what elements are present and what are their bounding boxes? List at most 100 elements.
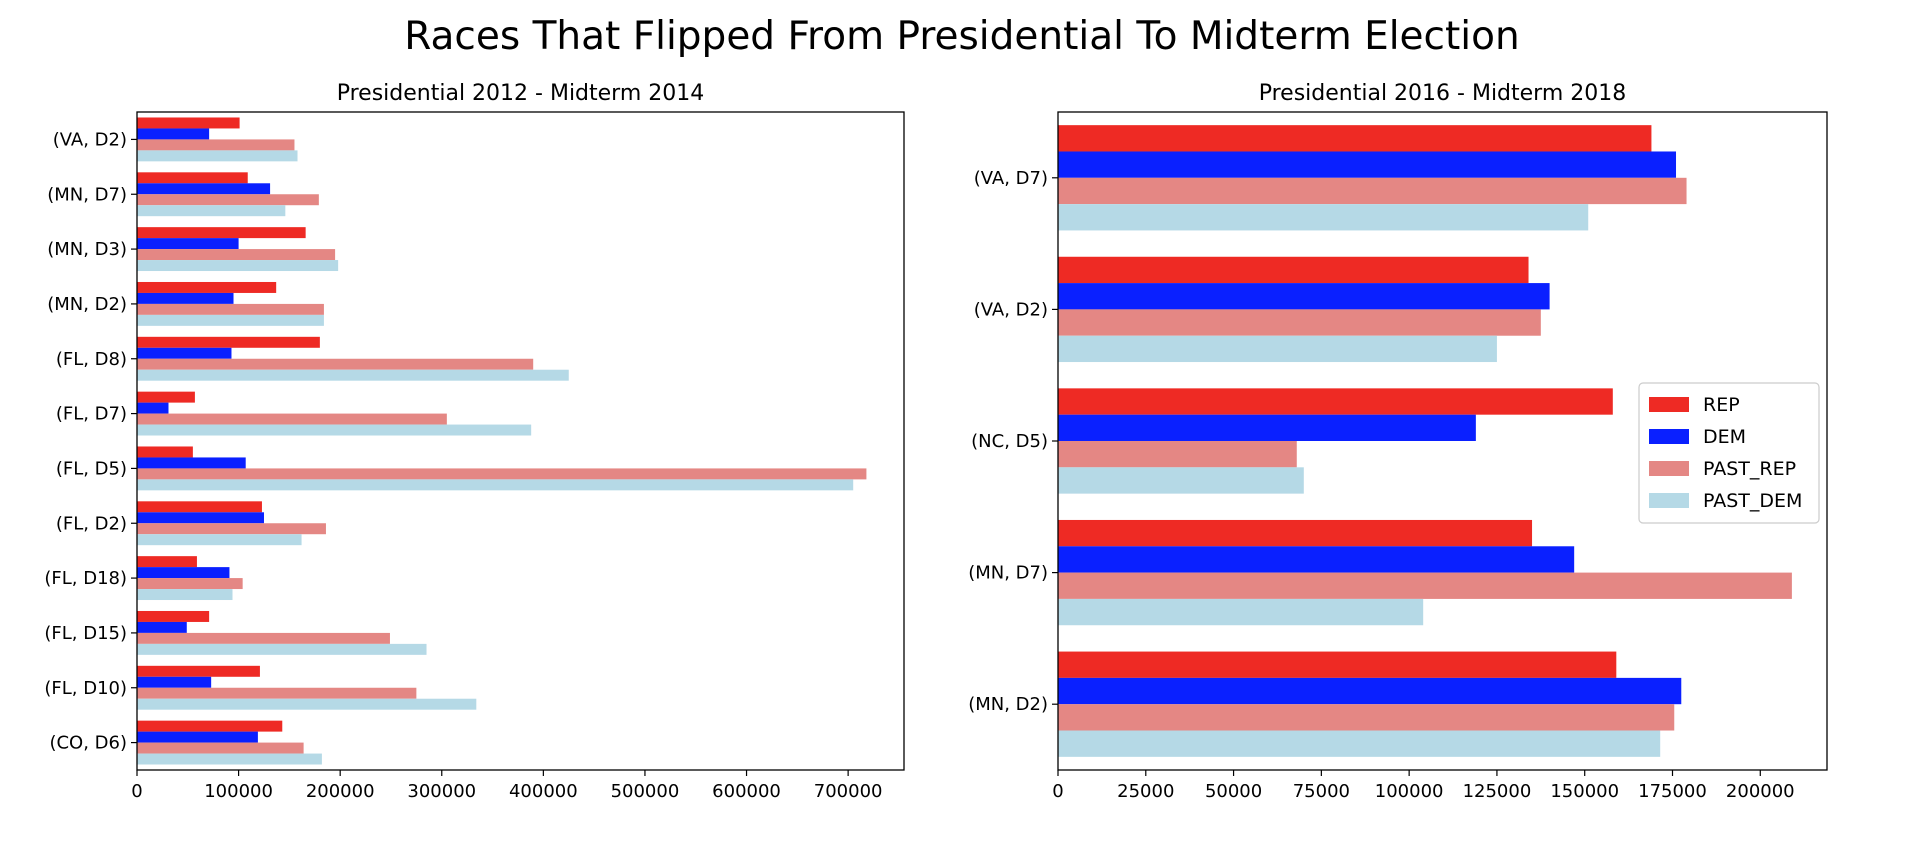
bar-past_rep-va-d2 (1058, 309, 1541, 336)
bar-dem-va-d2 (137, 128, 210, 140)
legend-label-past_rep: PAST_REP (1703, 458, 1796, 480)
bar-past_dem-mn-d7 (1058, 598, 1424, 626)
bar-past_dem-fl-d18 (137, 589, 233, 601)
bar-rep-fl-d15 (137, 610, 210, 622)
bar-past_rep-mn-d3 (137, 249, 336, 261)
x-tick-label: 500000 (611, 781, 680, 802)
bar-past_rep-va-d7 (1058, 177, 1687, 205)
y-tick-label: (FL, D18) (44, 568, 127, 589)
legend-label-past_dem: PAST_DEM (1703, 490, 1802, 512)
bar-rep-fl-d7 (137, 391, 195, 403)
bar-rep-nc-d5 (1058, 388, 1613, 415)
bar-dem-mn-d7 (1058, 546, 1575, 573)
bar-past_dem-mn-d2 (1058, 730, 1661, 757)
bar-past_rep-fl-d2 (137, 523, 326, 535)
bar-past_rep-fl-d15 (137, 632, 390, 644)
legend-swatch-dem (1649, 429, 1689, 444)
y-tick-label: (FL, D2) (56, 513, 127, 534)
y-tick-label: (FL, D10) (44, 678, 127, 699)
chart-1-frame (136, 111, 905, 771)
y-tick-label: (VA, D7) (974, 168, 1048, 189)
y-tick-label: (MN, D7) (968, 563, 1048, 584)
bar-dem-fl-d15 (137, 621, 187, 633)
bar-past_rep-mn-d7 (1058, 572, 1792, 599)
bar-past_dem-fl-d8 (137, 369, 569, 381)
chart-2-frame (1057, 111, 1828, 771)
bar-rep-va-d2 (1058, 256, 1529, 284)
bar-dem-fl-d7 (137, 402, 169, 414)
bar-past_rep-co-d6 (137, 742, 304, 754)
bar-dem-nc-d5 (1058, 414, 1476, 441)
bar-rep-mn-d7 (1058, 519, 1533, 547)
x-tick-label: 175000 (1638, 781, 1707, 802)
bar-past_dem-co-d6 (137, 753, 322, 765)
legend-swatch-past_rep (1649, 461, 1689, 476)
x-tick-label: 0 (131, 781, 142, 802)
x-tick-label: 25000 (1117, 781, 1174, 802)
y-tick-label: (FL, D15) (44, 623, 127, 644)
bar-past_rep-va-d2 (137, 139, 295, 151)
bar-dem-co-d6 (137, 731, 258, 743)
y-tick-label: (MN, D3) (47, 239, 127, 260)
x-tick-label: 0 (1052, 781, 1063, 802)
bar-rep-fl-d5 (137, 446, 193, 458)
x-tick-label: 75000 (1293, 781, 1350, 802)
x-tick-label: 150000 (1550, 781, 1619, 802)
x-tick-label: 100000 (1375, 781, 1444, 802)
bar-rep-fl-d10 (137, 665, 260, 677)
bar-past_dem-fl-d15 (137, 643, 427, 655)
x-tick-label: 200000 (306, 781, 375, 802)
y-tick-label: (VA, D2) (53, 129, 127, 150)
legend-label-rep: REP (1703, 394, 1740, 416)
bar-rep-fl-d8 (137, 336, 320, 348)
x-tick-label: 100000 (204, 781, 273, 802)
bar-past_rep-mn-d2 (1058, 704, 1675, 731)
bar-past_dem-mn-d7 (137, 205, 286, 217)
legend-label-dem: DEM (1703, 426, 1746, 448)
legend-swatch-rep (1649, 397, 1689, 412)
bar-rep-va-d7 (1058, 125, 1652, 152)
y-tick-label: (MN, D2) (47, 294, 127, 315)
y-tick-label: (MN, D2) (968, 694, 1048, 715)
bar-dem-fl-d10 (137, 676, 212, 688)
bar-past_dem-fl-d10 (137, 698, 477, 710)
y-tick-label: (CO, D6) (49, 733, 127, 754)
bar-past_rep-fl-d18 (137, 578, 243, 590)
x-tick-label: 600000 (712, 781, 781, 802)
bar-past_rep-fl-d8 (137, 358, 534, 370)
y-tick-label: (MN, D7) (47, 184, 127, 205)
bar-past_dem-fl-d2 (137, 534, 302, 546)
bar-past_rep-fl-d7 (137, 413, 447, 425)
bar-rep-co-d6 (137, 720, 283, 732)
bar-dem-mn-d7 (137, 183, 271, 195)
bar-past_dem-va-d2 (137, 150, 298, 162)
bar-past_dem-fl-d5 (137, 479, 854, 491)
bar-rep-fl-d18 (137, 556, 197, 568)
bar-dem-mn-d2 (1058, 677, 1682, 705)
y-tick-label: (NC, D5) (971, 431, 1048, 452)
bar-past_dem-fl-d7 (137, 424, 532, 436)
bar-past_rep-nc-d5 (1058, 441, 1297, 468)
bar-dem-mn-d2 (137, 292, 234, 304)
bar-past_dem-nc-d5 (1058, 467, 1304, 494)
y-tick-label: (FL, D8) (56, 349, 127, 370)
bar-past_rep-fl-d5 (137, 468, 867, 480)
x-tick-label: 400000 (509, 781, 578, 802)
x-tick-label: 300000 (407, 781, 476, 802)
bar-dem-fl-d2 (137, 512, 264, 524)
chart-2-title: Presidential 2016 - Midterm 2018 (1259, 81, 1627, 106)
y-tick-label: (VA, D2) (974, 299, 1048, 320)
bar-past_dem-mn-d3 (137, 260, 339, 272)
x-tick-label: 200000 (1726, 781, 1795, 802)
bar-dem-va-d2 (1058, 283, 1550, 310)
bar-past_rep-mn-d2 (137, 303, 324, 315)
legend-box (1638, 382, 1820, 524)
y-tick-label: (FL, D7) (56, 404, 127, 425)
bar-rep-fl-d2 (137, 501, 262, 513)
bar-past_rep-mn-d7 (137, 194, 319, 206)
chart-1-title: Presidential 2012 - Midterm 2014 (337, 81, 705, 106)
bar-past_rep-fl-d10 (137, 687, 417, 699)
legend-swatch-past_dem (1649, 493, 1689, 508)
bar-past_dem-mn-d2 (137, 314, 324, 326)
